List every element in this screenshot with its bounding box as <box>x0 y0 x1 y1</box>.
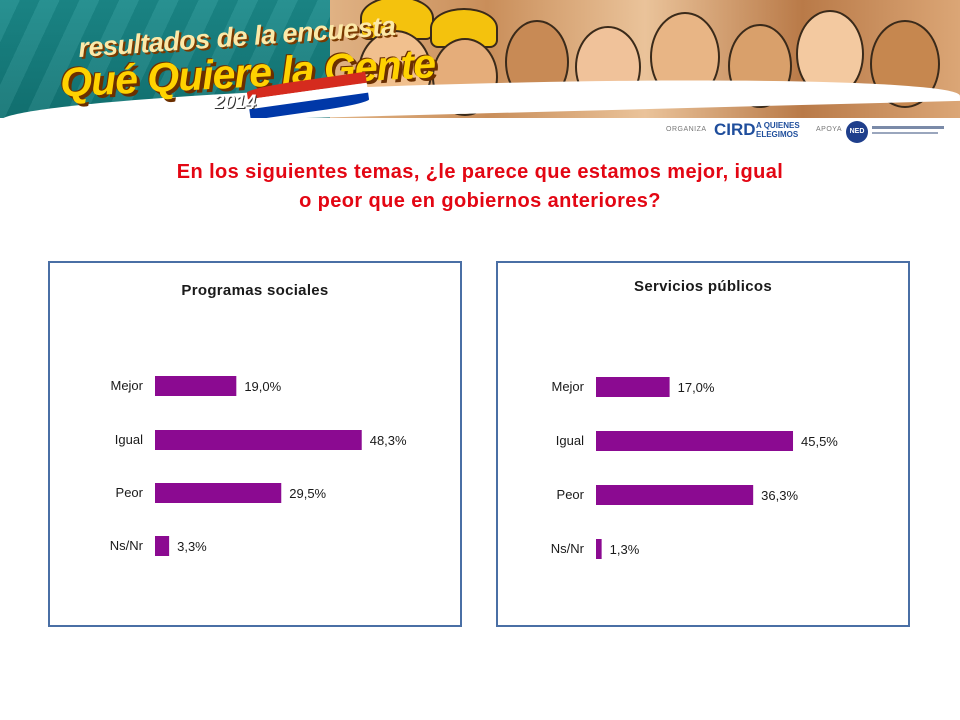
aquienes-elegimos-logo: A QUIENES ELEGIMOS <box>756 121 800 139</box>
bar-chart-programas-sociales: Mejor 19,0% Igual 48,3% Peor 29,5% Ns/Nr 3,3% <box>110 376 407 556</box>
category-label-nsnr: Ns/Nr <box>551 541 585 556</box>
bar-nsnr <box>596 539 602 559</box>
value-label-peor: 36,3% <box>761 488 798 503</box>
value-label-nsnr: 3,3% <box>177 539 207 554</box>
ird-logo: CIRD <box>714 120 756 139</box>
bar-igual <box>596 431 794 451</box>
value-label-nsnr: 1,3% <box>610 542 640 557</box>
category-label-peor: Peor <box>557 487 585 502</box>
category-label-mejor: Mejor <box>551 379 584 394</box>
question-line-1: En los siguientes temas, ¿le parece que … <box>176 161 784 183</box>
bar-mejor <box>596 377 670 397</box>
chart-panel-servicios-publicos: Servicios públicos Mejor 17,0% Igual 45,5% P… <box>496 261 910 627</box>
category-label-igual: Igual <box>115 432 143 447</box>
banner-year: 2014 <box>214 92 257 113</box>
value-label-mejor: 17,0% <box>678 380 715 395</box>
bar-chart-servicios-publicos: Mejor 17,0% Igual 45,5% Peor 36,3% Ns/Nr 1,3% <box>551 377 838 559</box>
bar-peor <box>155 483 282 503</box>
chart-title: Servicios públicos <box>634 278 772 295</box>
value-label-igual: 45,5% <box>801 434 838 449</box>
header-banner: resultados de la encuesta Qué Quiere la … <box>0 0 960 118</box>
value-label-igual: 48,3% <box>370 433 407 448</box>
survey-question: En los siguientes temas, ¿le parece que … <box>60 158 900 216</box>
bar-peor <box>596 485 754 505</box>
bar-nsnr <box>155 536 170 556</box>
bar-mejor <box>155 376 237 396</box>
ned-logo-text-decoration <box>872 126 944 129</box>
bar-igual <box>155 430 362 450</box>
chart-panel-programas-sociales: Programas sociales Mejor 19,0% Igual 48,3% P… <box>48 261 462 627</box>
category-label-peor: Peor <box>116 485 144 500</box>
category-label-mejor: Mejor <box>110 378 143 393</box>
value-label-mejor: 19,0% <box>244 379 281 394</box>
chart-title: Programas sociales <box>181 282 329 299</box>
organiza-label: ORGANIZA <box>666 126 707 133</box>
value-label-peor: 29,5% <box>289 486 326 501</box>
ned-logo: NED <box>846 121 868 143</box>
question-line-2: o peor que en gobiernos anteriores? <box>299 190 661 212</box>
apoya-label: APOYA <box>816 126 843 133</box>
category-label-nsnr: Ns/Nr <box>110 538 144 553</box>
category-label-igual: Igual <box>556 433 584 448</box>
ned-logo-text-decoration <box>872 132 938 134</box>
